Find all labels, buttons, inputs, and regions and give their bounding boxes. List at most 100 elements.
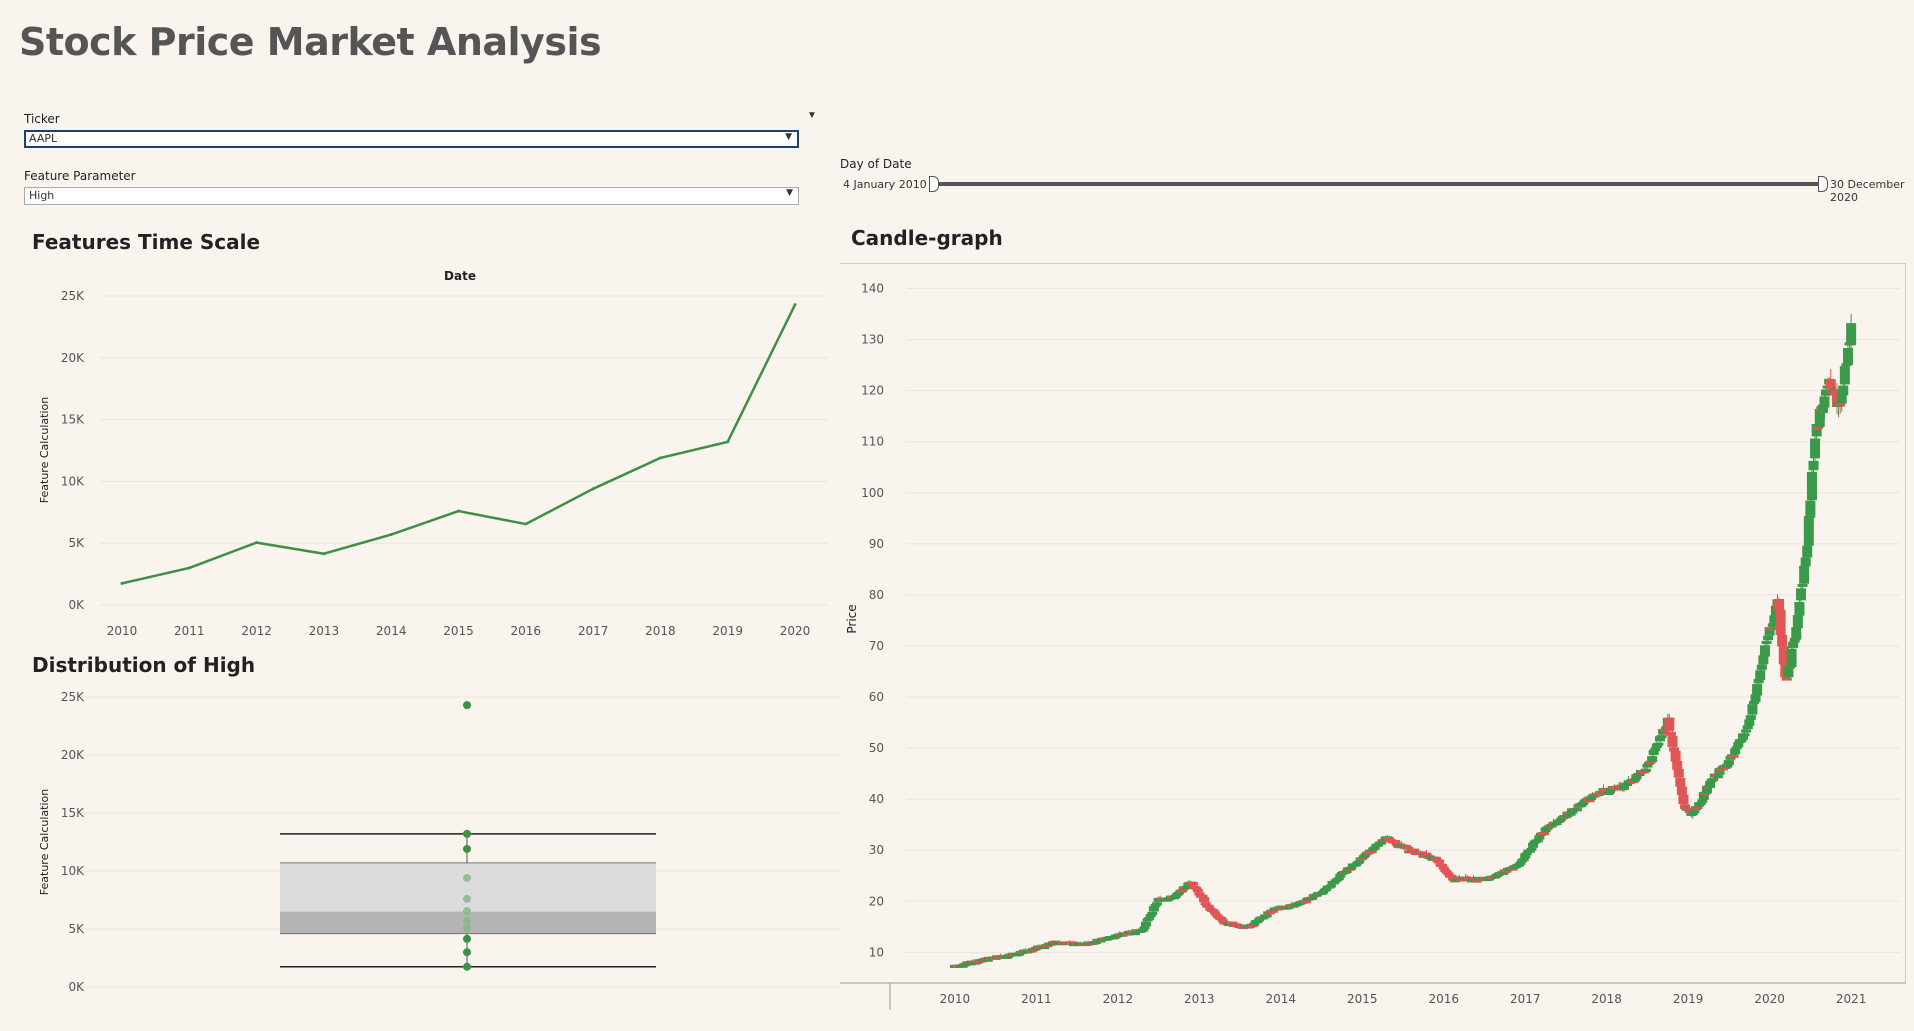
candle-body-up — [1039, 946, 1050, 950]
box-data-point — [463, 907, 471, 916]
candle-body-up — [1658, 728, 1669, 735]
candle-body-up — [1803, 516, 1814, 546]
candle-chart: Price 10 20 30 40 50 60 70 80 90 100 110 120 130 140 20… — [840, 263, 1906, 1010]
feature-parameter-dropdown[interactable]: High ▼ — [24, 187, 799, 205]
features-data-point — [187, 566, 191, 570]
candle-body-up — [1748, 701, 1759, 705]
candle-body-up — [1642, 763, 1653, 768]
features-x-tick: 2014 — [376, 624, 407, 638]
features-data-point — [389, 533, 393, 537]
candle-body-up — [1750, 694, 1761, 702]
candle-body-up — [1838, 385, 1849, 396]
candle-body-up — [1307, 896, 1318, 900]
candle-body-down — [1402, 846, 1413, 850]
candle-body-up — [1604, 790, 1615, 794]
features-data-point — [457, 509, 460, 513]
candle-body-up — [1150, 904, 1161, 908]
distribution-y-tick: 15K — [61, 806, 85, 820]
candle-y-tick: 30 — [869, 843, 884, 857]
candle-body-up — [1705, 780, 1716, 788]
candle-body-down — [1188, 882, 1199, 886]
candle-y-tick: 120 — [861, 384, 884, 398]
candle-body-down — [1213, 915, 1224, 919]
candle-body-up — [1695, 801, 1706, 805]
candle-body-down — [1692, 805, 1703, 809]
candle-x-tick: 2020 — [1754, 992, 1785, 1006]
candle-body-up — [1622, 782, 1633, 786]
candle-body-up — [1518, 858, 1529, 862]
candle-body-up — [1755, 670, 1766, 680]
candle-body-up — [1656, 735, 1667, 739]
candle-body-down — [1675, 777, 1686, 787]
candle-body-up — [1556, 817, 1567, 821]
candle-body-down — [1200, 902, 1211, 906]
ticker-menu-icon[interactable]: ▼ — [807, 110, 817, 121]
candle-body-down — [1672, 761, 1683, 770]
candle-body-up — [1795, 588, 1806, 601]
candle-body-down — [1216, 916, 1227, 920]
candle-body-down — [1209, 911, 1220, 915]
candle-body-down — [1825, 379, 1836, 390]
candle-body-down — [1390, 840, 1401, 844]
features-x-tick: 2019 — [712, 624, 743, 638]
candle-body-up — [1333, 877, 1344, 881]
candle-body-up — [1741, 729, 1752, 733]
candle-body-up — [982, 958, 993, 962]
candle-x-tick: 2016 — [1428, 992, 1459, 1006]
candle-body-up — [1629, 778, 1640, 782]
candle-body-down — [1678, 794, 1689, 805]
candle-body-up — [1335, 873, 1346, 878]
candle-body-up — [1752, 684, 1763, 696]
ticker-value: AAPL — [29, 132, 58, 145]
candle-body-up — [1249, 922, 1260, 926]
candle-body-up — [1799, 565, 1810, 584]
feature-parameter-value: High — [29, 189, 55, 202]
candle-body-up — [1372, 843, 1383, 847]
candle-body-up — [1546, 824, 1557, 828]
ticker-dropdown[interactable]: AAPL ▼ — [24, 130, 799, 148]
date-slider-track[interactable] — [934, 182, 1822, 186]
feature-parameter-label: Feature Parameter — [24, 169, 136, 183]
candle-body-up — [1723, 760, 1734, 766]
candle-body-down — [1680, 804, 1691, 809]
candle-body-up — [1821, 389, 1832, 396]
candle-body-down — [1774, 598, 1785, 611]
candle-y-tick: 130 — [861, 333, 884, 347]
date-slider-end-handle[interactable] — [1818, 176, 1828, 192]
candle-body-down — [1267, 909, 1278, 913]
distribution-chart-title: Distribution of High — [32, 653, 256, 677]
features-x-tick: 2016 — [511, 624, 542, 638]
candle-body-up — [1745, 715, 1756, 720]
candle-body-up — [1521, 852, 1532, 856]
candle-chart-title: Candle-graph — [851, 226, 1003, 250]
candle-body-up — [1725, 756, 1736, 760]
candle-body-down — [1813, 425, 1824, 429]
candle-body-down — [1401, 845, 1412, 849]
candle-body-up — [1783, 666, 1794, 678]
candle-body-up — [1144, 916, 1155, 920]
candle-body-down — [1434, 859, 1445, 864]
candle-body-up — [1797, 583, 1808, 587]
distribution-y-tick: 20K — [61, 748, 85, 762]
date-slider-start-handle[interactable] — [929, 176, 939, 192]
candle-body-up — [1565, 812, 1576, 816]
candle-body-up — [1788, 641, 1799, 648]
candle-body-up — [1756, 664, 1767, 670]
candle-body-up — [1722, 764, 1733, 768]
candle-y-tick: 20 — [869, 894, 884, 908]
candle-body-up — [1139, 926, 1150, 930]
candle-body-up — [1802, 545, 1813, 558]
candle-x-tick: 2011 — [1021, 992, 1052, 1006]
features-y-tick: 15K — [61, 413, 85, 427]
box-data-point — [463, 701, 471, 710]
candle-body-up — [1147, 911, 1158, 915]
ticker-label: Ticker — [24, 112, 60, 126]
candle-body-down — [1775, 609, 1786, 635]
candle-body-up — [1763, 635, 1774, 641]
features-data-point — [793, 303, 797, 307]
candle-body-down — [1781, 677, 1792, 681]
candle-body-up — [1647, 756, 1658, 763]
features-x-tick: 2012 — [241, 624, 272, 638]
candle-body-down — [1628, 780, 1639, 784]
